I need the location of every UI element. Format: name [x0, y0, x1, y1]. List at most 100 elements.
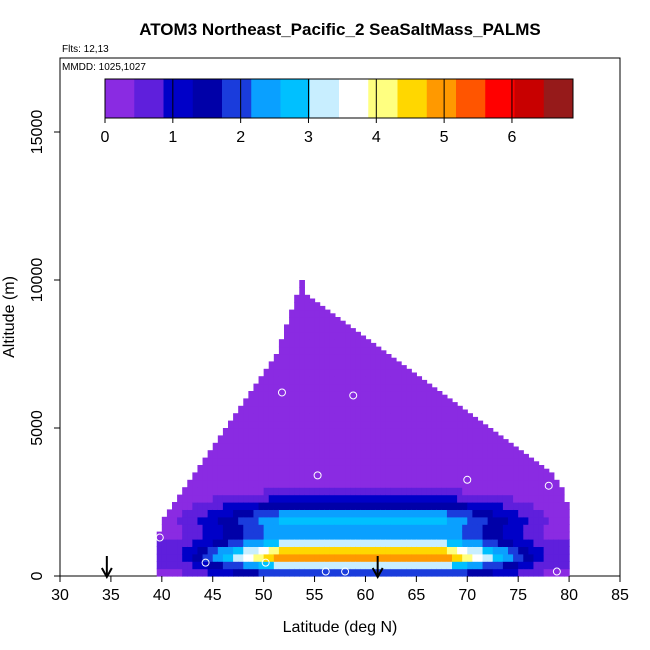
heatmap-cell — [421, 516, 428, 525]
heatmap-cell — [533, 568, 540, 577]
heatmap-cell — [492, 539, 499, 547]
heatmap-cell — [396, 383, 402, 392]
heatmap-cell — [508, 502, 514, 510]
colorbar-swatch — [397, 79, 428, 118]
heatmap-cell — [355, 339, 361, 348]
heatmap-cell — [197, 494, 204, 503]
heatmap-cell — [497, 457, 504, 466]
heatmap-cell — [436, 568, 443, 577]
observation-point — [155, 533, 164, 542]
heatmap-cell — [187, 494, 193, 503]
heatmap-cell — [385, 465, 392, 473]
heatmap-cell — [421, 509, 428, 518]
heatmap-cell — [309, 472, 316, 481]
heatmap-cell — [222, 428, 229, 436]
heatmap-cell — [553, 568, 560, 577]
heatmap-cell — [558, 516, 565, 525]
heatmap-cell — [533, 502, 540, 510]
heatmap-cell — [523, 457, 529, 466]
heatmap-cell — [278, 568, 285, 577]
heatmap-cell — [202, 465, 209, 473]
heatmap-cell — [182, 561, 188, 570]
heatmap-cell — [518, 450, 524, 459]
heatmap-cell — [385, 546, 392, 555]
heatmap-cell — [523, 531, 529, 540]
heatmap-cell — [365, 346, 372, 355]
heatmap-cell — [416, 502, 423, 510]
heatmap-cell — [284, 361, 290, 370]
heatmap-cell — [513, 502, 519, 510]
heatmap-cell — [233, 487, 239, 496]
heatmap-cell — [294, 354, 300, 362]
heatmap-cell — [166, 531, 173, 540]
heatmap-cell — [370, 553, 377, 562]
y-tick-label: 10000 — [29, 258, 46, 303]
heatmap-cell — [401, 413, 407, 422]
heatmap-cell — [278, 494, 285, 503]
heatmap-cell — [345, 339, 351, 348]
heatmap-cell — [177, 516, 183, 525]
heatmap-cell — [416, 479, 423, 488]
heatmap-cell — [324, 398, 331, 407]
heatmap-cell — [421, 405, 428, 414]
heatmap-cell — [355, 509, 361, 518]
heatmap-cell — [365, 420, 372, 429]
heatmap-cell — [324, 494, 331, 503]
heatmap-cell — [497, 450, 504, 459]
heatmap-cell — [406, 420, 412, 429]
heatmap-cell — [304, 302, 311, 311]
heatmap-cell — [202, 472, 209, 481]
heatmap-cell — [360, 420, 367, 429]
heatmap-cell — [365, 376, 372, 385]
heatmap-cell — [457, 413, 463, 422]
heatmap-cell — [487, 435, 494, 444]
heatmap-cell — [340, 487, 346, 496]
heatmap-cell — [360, 383, 367, 392]
heatmap-cell — [233, 472, 239, 481]
heatmap-cell — [396, 428, 402, 436]
heatmap-cell — [396, 420, 402, 429]
heatmap-cell — [370, 546, 377, 555]
heatmap-cell — [396, 487, 402, 496]
heatmap-cell — [472, 561, 479, 570]
heatmap-cell — [431, 457, 438, 466]
heatmap-cell — [457, 509, 463, 518]
heatmap-cell — [462, 539, 468, 547]
heatmap-cell — [472, 494, 479, 503]
heatmap-cell — [467, 531, 473, 540]
heatmap-cell — [523, 524, 529, 533]
heatmap-cell — [248, 391, 255, 399]
heatmap-cell — [385, 479, 392, 488]
heatmap-cell — [284, 457, 290, 466]
heatmap-cell — [513, 546, 519, 555]
heatmap-cell — [502, 531, 509, 540]
heatmap-cell — [538, 479, 545, 488]
heatmap-cell — [431, 465, 438, 473]
heatmap-cell — [324, 516, 331, 525]
heatmap-cell — [543, 494, 550, 503]
heatmap-cell — [467, 420, 473, 429]
heatmap-cell — [457, 435, 463, 444]
heatmap-cell — [253, 457, 260, 466]
x-tick-label: 40 — [153, 587, 171, 604]
heatmap-cell — [314, 524, 321, 533]
heatmap-cell — [431, 450, 438, 459]
heatmap-cell — [513, 568, 519, 577]
heatmap-cell — [431, 539, 438, 547]
heatmap-cell — [166, 539, 173, 547]
heatmap-cell — [212, 539, 219, 547]
heatmap-cell — [558, 561, 565, 570]
heatmap-cell — [319, 413, 326, 422]
heatmap-cell — [533, 524, 540, 533]
heatmap-cell — [238, 509, 244, 518]
observation-point — [544, 481, 553, 490]
heatmap-cell — [248, 539, 255, 547]
heatmap-cell — [273, 524, 280, 533]
heatmap-cell — [324, 391, 331, 399]
heatmap-cell — [533, 509, 540, 518]
heatmap-cell — [487, 502, 494, 510]
heatmap-cell — [263, 472, 270, 481]
heatmap-cell — [258, 413, 265, 422]
heatmap-cell — [380, 391, 387, 399]
heatmap-cell — [217, 457, 224, 466]
